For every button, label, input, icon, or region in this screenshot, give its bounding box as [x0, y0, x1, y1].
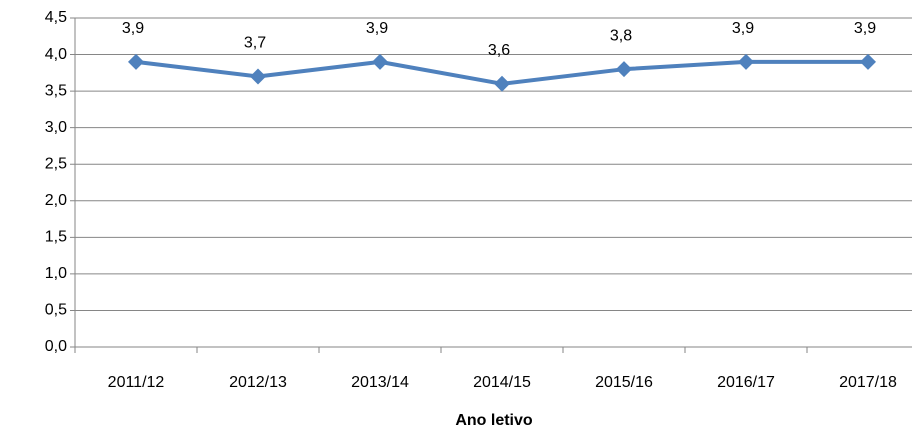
value-label: 3,9	[854, 20, 876, 37]
y-tick-label: 4,5	[45, 9, 67, 26]
marker	[128, 53, 144, 70]
value-label: 3,9	[366, 20, 388, 37]
y-tick-label: 1,0	[45, 265, 67, 282]
y-tick-label: 1,5	[45, 229, 67, 246]
x-tick-label: 2014/15	[473, 374, 531, 391]
y-tick-label: 0,0	[45, 338, 67, 355]
marker	[494, 75, 510, 92]
y-tick-label: 3,5	[45, 82, 67, 99]
x-axis-title: Ano letivo	[455, 412, 533, 429]
marker	[250, 68, 266, 85]
x-tick-label: 2016/17	[717, 374, 775, 391]
x-tick-label: 2012/13	[229, 374, 287, 391]
marker	[860, 53, 876, 70]
marker	[372, 53, 388, 70]
value-label: 3,9	[122, 20, 144, 37]
y-tick-label: 3,0	[45, 119, 67, 136]
value-label: 3,7	[244, 35, 266, 52]
value-label: 3,9	[732, 20, 754, 37]
x-tick-label: 2015/16	[595, 374, 653, 391]
y-tick-label: 2,5	[45, 155, 67, 172]
y-tick-label: 2,0	[45, 192, 67, 209]
x-tick-label: 2011/12	[108, 374, 165, 391]
y-tick-label: 0,5	[45, 302, 67, 319]
value-label: 3,6	[488, 42, 510, 59]
x-tick-label: 2013/14	[351, 374, 409, 391]
marker	[616, 61, 632, 78]
x-tick-label: 2017/18	[839, 374, 897, 391]
value-label: 3,8	[610, 27, 632, 44]
marker	[738, 53, 754, 70]
y-tick-label: 4,0	[45, 46, 67, 63]
